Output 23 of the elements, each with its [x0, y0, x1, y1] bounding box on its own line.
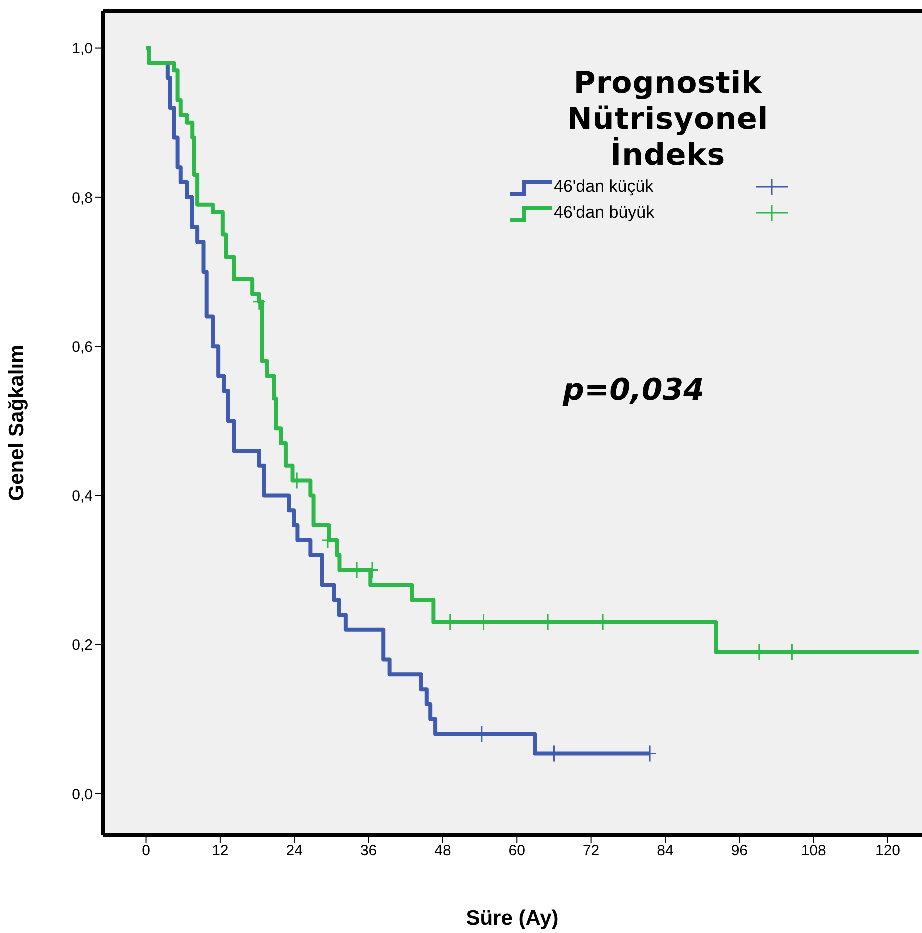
- y-tick-label: 0,4: [72, 488, 93, 506]
- x-tick-label: 24: [286, 842, 303, 860]
- x-tick-label: 96: [731, 842, 748, 860]
- x-tick-label: 36: [360, 842, 378, 860]
- y-tick-label: 1,0: [72, 40, 93, 58]
- y-tick-label: 0,2: [72, 637, 93, 654]
- x-tick-label: 12: [212, 842, 229, 860]
- x-tick-label: 0: [142, 842, 150, 860]
- x-tick-label: 48: [434, 842, 452, 860]
- x-tick-label: 108: [801, 842, 826, 860]
- legend-label: 46'dan büyük: [554, 203, 656, 223]
- x-tick-label: 120: [875, 842, 901, 860]
- annotation: p=0,034: [563, 373, 705, 408]
- y-tick-label: 0,8: [72, 190, 93, 207]
- y-axis-title: Genel Sağkalım: [5, 344, 28, 502]
- x-tick-label: 72: [582, 842, 600, 860]
- x-tick-label: 60: [508, 842, 526, 860]
- x-tick-label: 84: [657, 842, 674, 860]
- legend-label: 46'dan küçük: [554, 177, 655, 197]
- y-tick-label: 0,0: [72, 786, 93, 804]
- x-axis-title: Süre (Ay): [466, 907, 559, 930]
- legend-title: Prognostik Nütrisyonel İndeks: [566, 66, 770, 174]
- y-tick-label: 0,6: [72, 338, 93, 356]
